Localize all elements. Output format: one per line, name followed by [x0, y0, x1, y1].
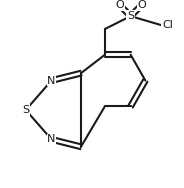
Text: N: N — [47, 76, 56, 86]
Text: N: N — [47, 134, 56, 144]
Text: Cl: Cl — [162, 20, 173, 30]
Text: O: O — [115, 0, 124, 10]
Text: S: S — [22, 105, 29, 115]
Text: O: O — [137, 0, 146, 10]
Text: S: S — [127, 11, 134, 21]
